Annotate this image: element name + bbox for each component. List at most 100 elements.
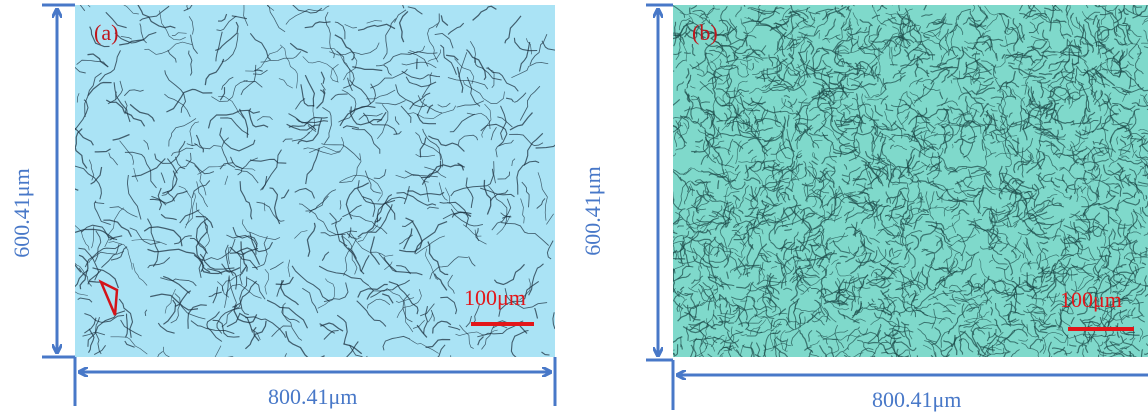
crack-line: [726, 106, 738, 128]
crack-line: [224, 175, 229, 186]
crack-line: [909, 79, 935, 88]
crack-line: [797, 316, 801, 331]
crack-line: [450, 168, 494, 197]
crack-line: [694, 193, 717, 206]
crack-line: [218, 95, 244, 119]
crack-line: [445, 187, 451, 204]
crack-line: [1084, 291, 1093, 301]
crack-line: [673, 198, 683, 211]
crack-line: [748, 206, 759, 211]
crack-line: [860, 239, 866, 248]
crack-line: [1020, 46, 1035, 60]
crack-line: [899, 268, 912, 289]
crack-line: [1119, 143, 1132, 157]
crack-line: [1098, 195, 1116, 206]
crack-line: [1034, 312, 1047, 317]
crack-line: [787, 114, 790, 127]
crack-line: [846, 77, 850, 87]
crack-line: [927, 257, 935, 278]
crack-line: [458, 52, 468, 78]
crack-line: [817, 335, 828, 337]
crack-line: [881, 166, 889, 180]
crack-line: [1126, 177, 1146, 202]
crack-line: [1108, 156, 1124, 168]
crack-line: [504, 288, 548, 309]
crack-line: [110, 246, 128, 261]
crack-line: [889, 247, 893, 258]
crack-line: [1048, 102, 1060, 123]
crack-line: [772, 318, 794, 331]
crack-line: [852, 177, 867, 181]
crack-line: [969, 22, 987, 27]
crack-line: [880, 95, 889, 105]
crack-line: [702, 242, 714, 248]
crack-line: [261, 149, 282, 190]
crack-line: [336, 50, 355, 89]
crack-line: [829, 192, 843, 218]
crack-line: [816, 301, 837, 323]
crack-line: [1054, 109, 1063, 131]
crack-line: [429, 256, 468, 280]
crack-line: [866, 98, 887, 101]
crack-line: [894, 36, 911, 45]
crack-line: [707, 62, 731, 77]
crack-line: [456, 100, 485, 108]
crack-line: [791, 175, 807, 181]
crack-line: [922, 312, 946, 321]
crack-line: [1050, 177, 1060, 188]
crack-line: [435, 13, 440, 28]
crack-line: [330, 63, 339, 83]
crack-line: [852, 175, 860, 187]
crack-line: [1096, 187, 1100, 200]
crack-line: [992, 64, 998, 80]
crack-line: [349, 213, 388, 235]
crack-line: [80, 224, 118, 241]
crack-line: [480, 187, 515, 198]
crack-line: [288, 113, 329, 124]
crack-line: [1002, 220, 1019, 227]
crack-line: [1128, 76, 1132, 90]
crack-line: [764, 147, 772, 155]
crack-line: [1097, 151, 1109, 157]
crack-line: [823, 89, 828, 97]
crack-line: [396, 265, 412, 275]
crack-line: [1010, 319, 1020, 323]
crack-line: [490, 126, 497, 141]
crack-line: [822, 170, 835, 182]
crack-line: [1054, 319, 1070, 339]
crack-line: [477, 336, 484, 346]
crack-line: [160, 277, 197, 287]
crack-line: [686, 24, 698, 35]
crack-line: [1034, 291, 1037, 305]
crack-line: [1068, 344, 1077, 347]
crack-line: [770, 27, 784, 50]
crack-line: [673, 5, 686, 18]
crack-line: [895, 280, 914, 285]
crack-line: [783, 18, 807, 38]
crack-line: [1119, 173, 1131, 181]
crack-line: [784, 228, 792, 231]
crack-line: [675, 59, 687, 69]
crack-line: [254, 69, 263, 72]
crack-line: [1058, 53, 1067, 59]
crack-line: [343, 343, 363, 355]
crack-line: [744, 263, 749, 266]
crack-line: [756, 262, 764, 285]
crack-line: [1075, 16, 1085, 32]
crack-line: [762, 296, 778, 307]
crack-line: [847, 290, 856, 303]
crack-line: [207, 109, 260, 129]
crack-line: [348, 83, 376, 112]
crack-line: [82, 331, 106, 337]
crack-line: [1100, 246, 1109, 250]
crack-line: [814, 299, 826, 316]
crack-line: [861, 240, 875, 253]
crack-line: [1034, 186, 1047, 193]
crack-line: [746, 326, 761, 337]
crack-line: [818, 345, 828, 357]
crack-line: [926, 51, 936, 56]
crack-line: [1074, 134, 1089, 140]
crack-line: [906, 41, 922, 57]
crack-line: [896, 317, 900, 329]
crack-line: [729, 256, 742, 276]
